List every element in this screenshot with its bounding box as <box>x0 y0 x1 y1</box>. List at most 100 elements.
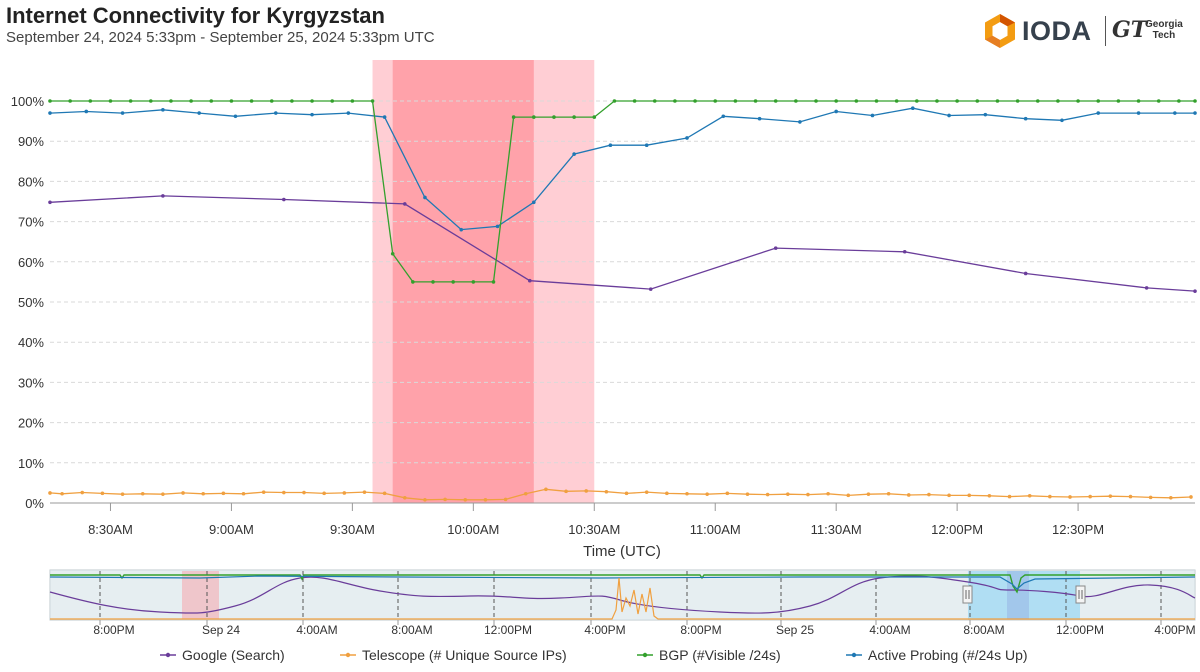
bgp-point[interactable] <box>915 99 919 103</box>
telescope-point[interactable] <box>1189 495 1193 499</box>
telescope-point[interactable] <box>523 491 528 496</box>
telescope-point[interactable] <box>826 491 830 496</box>
bgp-point[interactable] <box>491 280 496 284</box>
active-probing-point[interactable] <box>870 113 875 118</box>
active-probing-point[interactable] <box>721 114 726 119</box>
telescope-point[interactable] <box>100 491 105 496</box>
telescope-point[interactable] <box>705 492 709 496</box>
active-probing-point[interactable] <box>310 112 314 117</box>
google-point[interactable] <box>527 278 532 283</box>
bgp-point[interactable] <box>451 280 455 284</box>
bgp-point[interactable] <box>68 99 72 103</box>
telescope-point[interactable] <box>382 491 387 496</box>
bgp-point[interactable] <box>552 115 556 119</box>
bgp-point[interactable] <box>1035 99 1040 103</box>
bgp-point[interactable] <box>1156 99 1161 103</box>
telescope-point[interactable] <box>402 495 407 500</box>
telescope-point[interactable] <box>443 497 447 502</box>
bgp-point[interactable] <box>431 280 435 284</box>
bgp-point[interactable] <box>310 99 314 103</box>
bgp-point[interactable] <box>673 99 677 103</box>
telescope-point[interactable] <box>1027 493 1032 498</box>
bgp-point[interactable] <box>390 251 395 256</box>
telescope-point[interactable] <box>1007 494 1012 499</box>
active-probing-point[interactable] <box>382 115 387 119</box>
active-probing-point[interactable] <box>495 224 500 229</box>
bgp-point[interactable] <box>330 99 335 103</box>
telescope-point[interactable] <box>463 497 468 502</box>
bgp-point[interactable] <box>874 99 879 103</box>
bgp-point[interactable] <box>1076 99 1080 103</box>
bgp-point[interactable] <box>229 99 234 103</box>
telescope-point[interactable] <box>362 490 367 494</box>
google-point[interactable] <box>402 202 407 206</box>
telescope-point[interactable] <box>1068 495 1072 499</box>
google-point[interactable] <box>282 197 286 202</box>
telescope-point[interactable] <box>282 490 286 495</box>
bgp-point[interactable] <box>753 99 758 103</box>
bgp-point[interactable] <box>693 99 697 103</box>
chart-legend[interactable]: Google (Search) Telescope (# Unique Sourc… <box>160 647 1028 663</box>
google-point[interactable] <box>1193 289 1197 293</box>
active-probing-point[interactable] <box>1060 118 1064 123</box>
telescope-point[interactable] <box>48 491 52 495</box>
active-probing-point[interactable] <box>161 108 165 112</box>
active-probing-point[interactable] <box>1173 111 1177 115</box>
active-probing-point[interactable] <box>120 111 125 115</box>
telescope-point[interactable] <box>564 489 568 494</box>
bgp-point[interactable] <box>814 99 818 103</box>
telescope-point[interactable] <box>302 490 306 495</box>
telescope-point[interactable] <box>241 491 246 496</box>
telescope-point[interactable] <box>685 491 689 496</box>
telescope-point[interactable] <box>987 493 992 498</box>
active-probing-point[interactable] <box>910 106 915 111</box>
time-navigator[interactable]: 8:00PM Sep 24 4:00AM 8:00AM 12:00PM 4:00PM 8:0… <box>49 569 1196 637</box>
google-point[interactable] <box>773 246 778 250</box>
active-probing-point[interactable] <box>84 109 89 114</box>
bgp-point[interactable] <box>88 99 93 103</box>
active-probing-point[interactable] <box>532 200 536 205</box>
bgp-point[interactable] <box>1015 99 1020 103</box>
active-probing-point[interactable] <box>798 120 802 124</box>
bgp-point[interactable] <box>189 99 193 103</box>
bgp-point[interactable] <box>370 99 375 103</box>
bgp-point[interactable] <box>1177 99 1181 103</box>
active-probing-point[interactable] <box>346 111 351 115</box>
telescope-point[interactable] <box>665 491 669 496</box>
telescope-point[interactable] <box>1048 494 1052 499</box>
active-probing-point[interactable] <box>1136 111 1141 115</box>
bgp-point[interactable] <box>894 99 899 103</box>
bgp-point[interactable] <box>1116 99 1121 103</box>
google-point[interactable] <box>1144 286 1149 290</box>
telescope-point[interactable] <box>886 491 891 496</box>
active-probing-point[interactable] <box>273 111 278 115</box>
telescope-point[interactable] <box>1148 495 1153 500</box>
active-probing-point[interactable] <box>983 112 988 117</box>
active-probing-point[interactable] <box>644 143 649 148</box>
active-probing-point[interactable] <box>572 152 576 156</box>
active-probing-point[interactable] <box>947 113 951 118</box>
bgp-point[interactable] <box>773 99 778 103</box>
active-probing-point[interactable] <box>685 136 689 140</box>
bgp-point[interactable] <box>1136 99 1141 103</box>
legend-item-active-probing[interactable]: Active Probing (#/24s Up) <box>846 647 1028 663</box>
telescope-point[interactable] <box>725 491 730 496</box>
active-probing-point[interactable] <box>1023 116 1028 121</box>
telescope-point[interactable] <box>745 492 750 496</box>
active-probing-point[interactable] <box>233 114 238 119</box>
telescope-point[interactable] <box>120 492 125 496</box>
active-probing-point[interactable] <box>48 111 52 115</box>
bgp-point[interactable] <box>108 99 113 103</box>
bgp-point[interactable] <box>249 99 254 103</box>
bgp-point[interactable] <box>955 99 959 103</box>
active-probing-point[interactable] <box>757 116 762 121</box>
bgp-point[interactable] <box>1096 99 1101 103</box>
telescope-point[interactable] <box>846 493 851 498</box>
telescope-point[interactable] <box>322 491 326 496</box>
bgp-point[interactable] <box>975 99 980 103</box>
bgp-point[interactable] <box>612 99 617 103</box>
telescope-point[interactable] <box>785 492 790 496</box>
telescope-point[interactable] <box>1088 494 1092 499</box>
navigator-handle-right[interactable] <box>1075 585 1086 604</box>
active-probing-point[interactable] <box>1193 111 1197 115</box>
